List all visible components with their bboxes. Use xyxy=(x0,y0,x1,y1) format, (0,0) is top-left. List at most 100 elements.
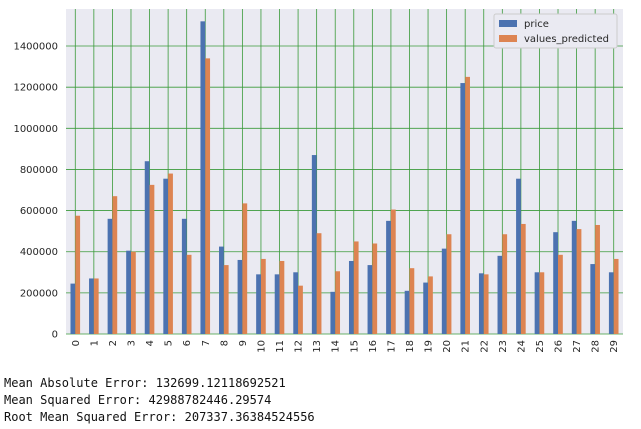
x-tick-label: 28 xyxy=(591,340,602,353)
bar-values-predicted-10 xyxy=(260,258,266,334)
x-tick-label: 9 xyxy=(238,340,249,346)
bar-values-predicted-17 xyxy=(390,209,396,334)
bars xyxy=(70,21,619,335)
mean-absolute-error: Mean Absolute Error: 132699.12118692521 xyxy=(4,376,286,390)
x-tick-label: 13 xyxy=(312,340,323,353)
bar-price-9 xyxy=(237,259,243,334)
bar-values-predicted-4 xyxy=(149,184,155,334)
x-tick-label: 2 xyxy=(108,340,119,346)
bar-price-18 xyxy=(404,290,410,334)
y-tick-label: 1200000 xyxy=(13,83,58,94)
x-tick-label: 6 xyxy=(182,340,193,346)
bar-price-2 xyxy=(107,218,113,334)
bar-price-10 xyxy=(256,274,261,334)
bar-values-predicted-8 xyxy=(223,265,229,334)
x-tick-label: 24 xyxy=(516,340,527,353)
bar-values-predicted-14 xyxy=(335,271,341,334)
bar-values-predicted-2 xyxy=(112,196,118,334)
x-tick-label: 15 xyxy=(349,340,360,353)
bar-price-0 xyxy=(70,283,76,334)
x-axis: 0 1 2 3 4 5 6 7 8 9 10 11 12 13 14 15 16 17 18 19 20 21 22 23 24… xyxy=(71,340,620,353)
bar-price-12 xyxy=(293,272,299,334)
x-tick-label: 5 xyxy=(164,340,175,346)
x-tick-label: 26 xyxy=(554,340,565,353)
bar-price-29 xyxy=(608,272,614,334)
plot-background xyxy=(66,9,623,334)
y-tick-label: 200000 xyxy=(20,288,58,299)
x-tick-label: 16 xyxy=(368,340,379,353)
bar-price-26 xyxy=(553,232,559,334)
x-tick-label: 14 xyxy=(331,340,342,353)
legend-swatch-values-predicted xyxy=(499,35,517,42)
bar-price-8 xyxy=(219,246,224,334)
bar-price-11 xyxy=(274,274,280,334)
y-tick-label: 1400000 xyxy=(13,42,58,53)
bar-values-predicted-0 xyxy=(75,215,81,334)
bar-price-25 xyxy=(534,272,540,334)
legend-box xyxy=(493,13,618,49)
bar-price-13 xyxy=(311,155,317,334)
bar-price-4 xyxy=(144,161,150,334)
bar-values-predicted-20 xyxy=(446,234,452,334)
bar-price-7 xyxy=(200,21,206,335)
bar-values-predicted-18 xyxy=(409,268,415,334)
bar-price-16 xyxy=(367,265,373,334)
bar-chart: 0 200000 400000 600000 800000 1000000 1200000 1… xyxy=(13,9,623,353)
x-tick-label: 21 xyxy=(461,340,472,353)
x-tick-label: 10 xyxy=(256,340,267,353)
bar-price-19 xyxy=(423,282,429,334)
bar-values-predicted-21 xyxy=(465,76,470,334)
x-tick-label: 27 xyxy=(572,340,583,353)
bar-values-predicted-16 xyxy=(372,243,378,334)
mean-squared-error: Mean Squared Error: 42988782446.29574 xyxy=(4,393,272,407)
bar-values-predicted-1 xyxy=(93,278,99,334)
bar-price-14 xyxy=(330,291,336,334)
bar-price-17 xyxy=(386,220,391,334)
x-tick-label: 22 xyxy=(479,340,490,353)
y-tick-label: 800000 xyxy=(20,165,58,176)
x-tick-label: 17 xyxy=(386,340,397,353)
bar-values-predicted-6 xyxy=(186,254,192,334)
y-tick-label: 0 xyxy=(52,330,58,341)
bar-price-21 xyxy=(460,83,466,335)
bar-price-1 xyxy=(89,278,94,334)
y-tick-label: 400000 xyxy=(20,247,58,258)
legend-label-values-predicted: values_predicted xyxy=(524,34,609,45)
bar-values-predicted-19 xyxy=(428,276,433,334)
bar-values-predicted-24 xyxy=(520,223,526,334)
x-tick-label: 11 xyxy=(275,340,286,353)
bar-values-predicted-22 xyxy=(483,274,489,334)
bar-values-predicted-3 xyxy=(130,251,136,334)
metrics-output: Mean Absolute Error: 132699.12118692521 … xyxy=(4,375,315,426)
bar-values-predicted-28 xyxy=(595,224,600,334)
y-axis: 0 200000 400000 600000 800000 1000000 1200000 1… xyxy=(13,42,58,341)
legend: price values_predicted xyxy=(493,13,618,49)
x-tick-label: 12 xyxy=(294,340,305,353)
x-tick-label: 8 xyxy=(219,340,230,346)
bar-values-predicted-11 xyxy=(279,260,285,334)
bar-values-predicted-15 xyxy=(353,241,359,334)
bar-values-predicted-9 xyxy=(242,203,248,334)
y-tick-label: 1000000 xyxy=(13,124,58,135)
bar-values-predicted-7 xyxy=(205,58,211,334)
bar-values-predicted-29 xyxy=(613,258,619,334)
bar-price-5 xyxy=(163,178,169,334)
x-tick-label: 1 xyxy=(89,340,100,346)
x-tick-label: 20 xyxy=(442,340,453,353)
x-tick-label: 19 xyxy=(424,340,435,353)
x-tick-label: 0 xyxy=(71,340,82,346)
bar-price-23 xyxy=(497,255,503,334)
bar-price-3 xyxy=(126,250,131,334)
bar-price-24 xyxy=(516,178,521,334)
bar-values-predicted-13 xyxy=(316,233,322,334)
bar-price-6 xyxy=(181,218,187,334)
x-tick-label: 7 xyxy=(201,340,212,346)
x-tick-label: 4 xyxy=(145,340,156,346)
bar-price-15 xyxy=(348,260,354,334)
bar-price-27 xyxy=(571,220,577,334)
legend-swatch-price xyxy=(499,20,517,27)
bar-values-predicted-23 xyxy=(502,234,508,334)
x-tick-label: 29 xyxy=(609,340,620,353)
bar-values-predicted-27 xyxy=(576,229,582,334)
legend-label-price: price xyxy=(524,19,549,30)
